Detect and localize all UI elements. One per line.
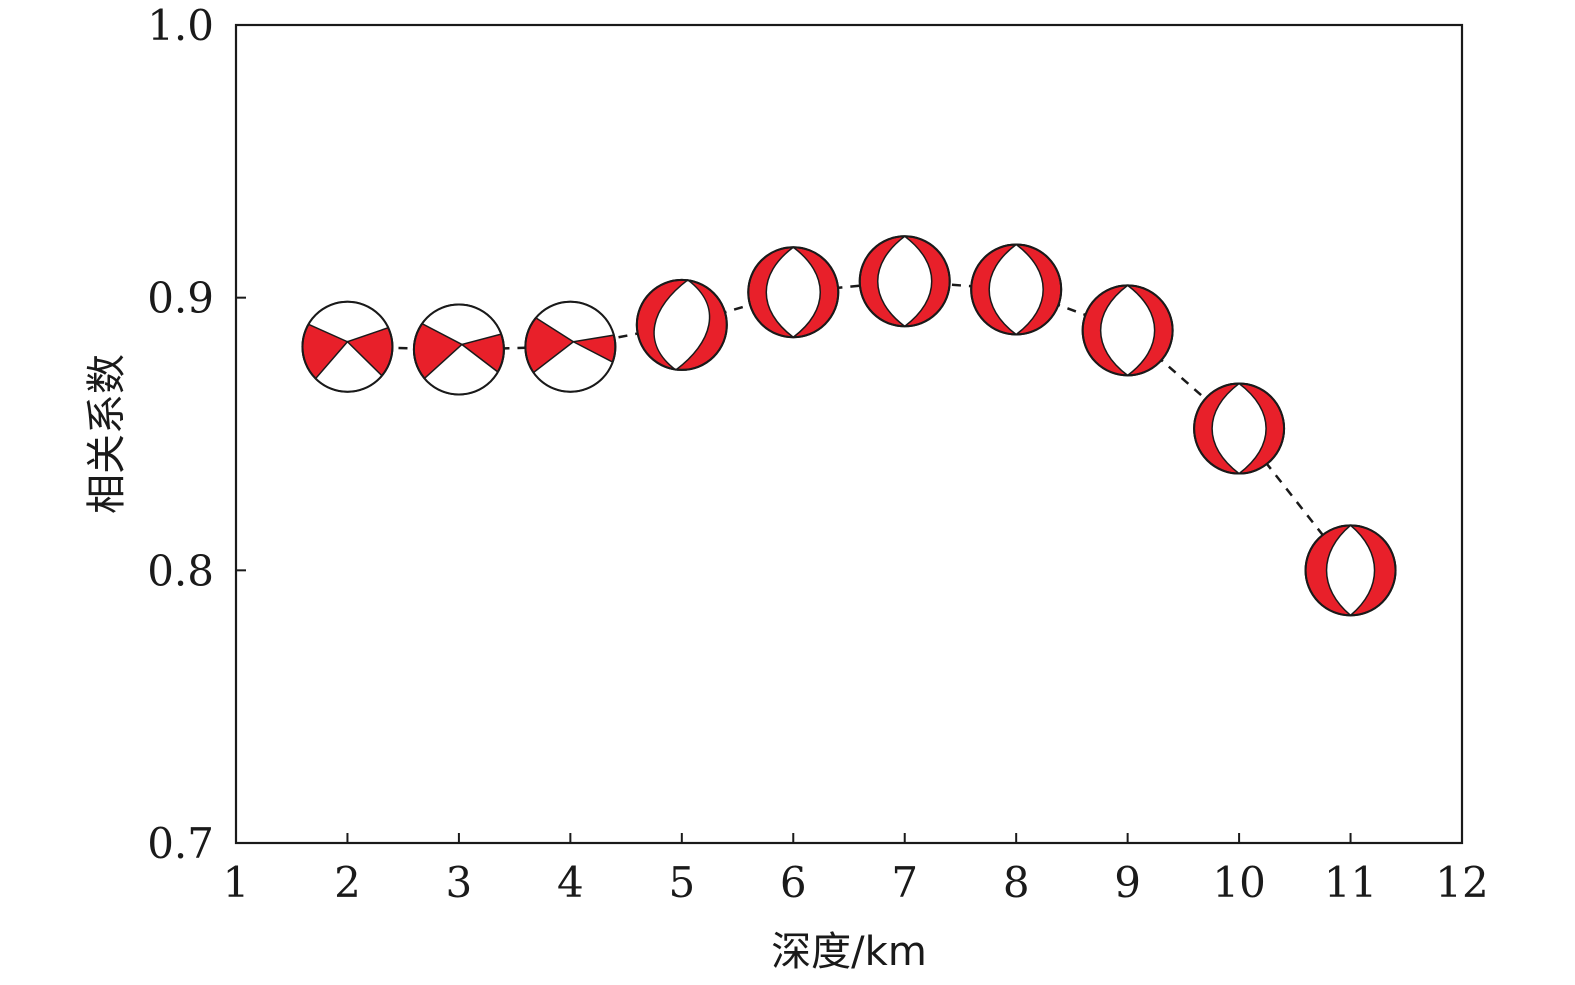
x-tick-label: 5 bbox=[668, 858, 695, 907]
beachball-marker bbox=[1304, 524, 1397, 617]
x-tick-label: 3 bbox=[446, 858, 473, 907]
x-tick-label: 10 bbox=[1212, 858, 1265, 907]
y-tick-label: 1.0 bbox=[147, 1, 214, 50]
x-tick-label: 8 bbox=[1003, 858, 1030, 907]
x-tick-label: 4 bbox=[557, 858, 584, 907]
trend-line bbox=[347, 280, 1352, 572]
x-tick-label: 1 bbox=[223, 858, 250, 907]
beachball-marker bbox=[1081, 284, 1174, 377]
x-tick-label: 7 bbox=[891, 858, 918, 907]
beachball-marker bbox=[858, 235, 951, 328]
beachball-marker bbox=[970, 243, 1063, 336]
beachball-marker bbox=[747, 246, 840, 339]
x-tick-label: 2 bbox=[334, 858, 361, 907]
y-tick-label: 0.9 bbox=[147, 274, 214, 323]
x-tick-label: 12 bbox=[1435, 858, 1488, 907]
focal-mechanism-markers bbox=[301, 235, 1397, 617]
x-tick-label: 11 bbox=[1324, 858, 1377, 907]
plot-frame bbox=[234, 23, 1464, 845]
x-axis-ticks: 1 2 3 4 5 6 7 8 9 10 11 12 bbox=[223, 833, 1489, 907]
beachball-marker bbox=[1193, 382, 1286, 475]
beachball-marker bbox=[524, 300, 617, 393]
x-tick-label: 9 bbox=[1114, 858, 1141, 907]
y-axis-ticks: 0.7 0.8 0.9 1.0 bbox=[147, 1, 246, 868]
beachball-marker bbox=[301, 300, 394, 393]
y-tick-label: 0.7 bbox=[147, 819, 214, 868]
y-tick-label: 0.8 bbox=[147, 546, 214, 595]
beachball-marker bbox=[412, 303, 505, 396]
y-axis-title: 相关系数 bbox=[84, 354, 130, 514]
x-tick-label: 6 bbox=[780, 858, 807, 907]
beachball-marker bbox=[635, 278, 728, 371]
x-axis-title: 深度/km bbox=[771, 929, 927, 975]
